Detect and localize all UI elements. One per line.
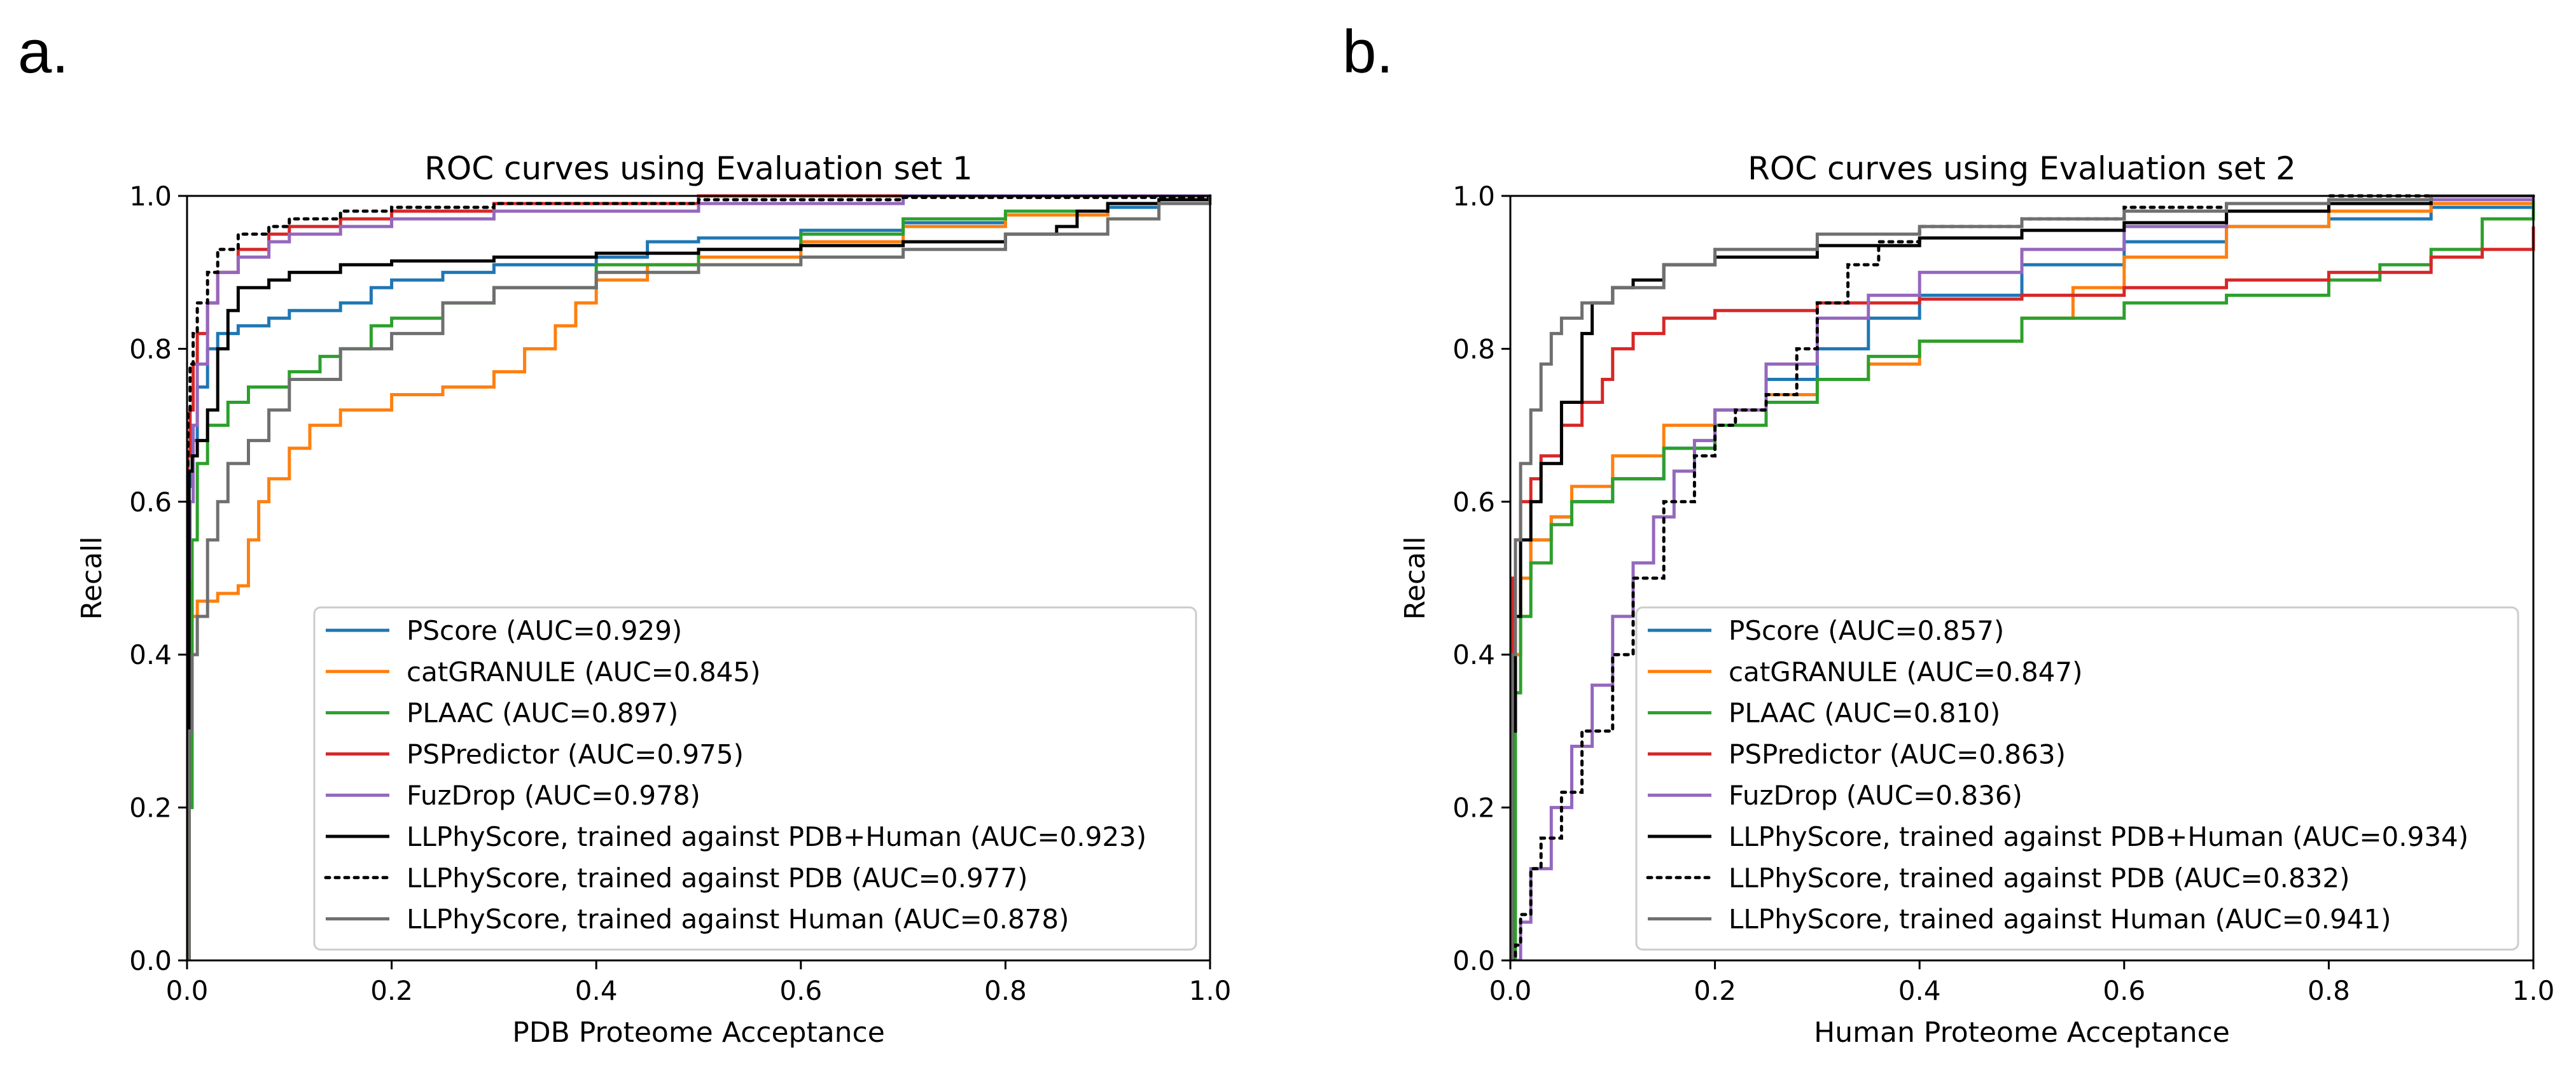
y-tick-label: 0.8 — [1452, 333, 1495, 364]
roc-curve-7 — [187, 194, 1212, 960]
panel-label-b: b. — [1342, 18, 1394, 86]
legend-entry-8: LLPhyScore, trained against Human (AUC=0… — [1729, 904, 2392, 935]
x-tick-label: 0.0 — [166, 975, 209, 1006]
curves-group — [1510, 194, 2535, 960]
y-axis-label: Recall — [1399, 536, 1431, 620]
legend-entry-6: LLPhyScore, trained against PDB+Human (A… — [407, 821, 1146, 852]
legend-entry-7: LLPhyScore, trained against PDB (AUC=0.8… — [1729, 862, 2350, 894]
panel-a-chart: ROC curves using Evaluation set 1 0.0 0.2 0… — [76, 150, 1231, 1049]
legend-box — [1635, 606, 2519, 951]
x-tick-label: 0.8 — [984, 975, 1027, 1006]
roc-curve-1 — [187, 196, 1212, 960]
panel-label-a: a. — [18, 18, 69, 86]
x-axis-label: PDB Proteome Acceptance — [512, 1016, 885, 1049]
y-tick-label: 1.0 — [129, 181, 172, 212]
x-tick-label: 1.0 — [2512, 975, 2555, 1006]
x-tick-label: 0.2 — [370, 975, 413, 1006]
x-tick-label: 0.4 — [575, 975, 618, 1006]
legend-entry-3: PLAAC (AUC=0.810) — [1729, 698, 2000, 729]
legend-entry-4: PSPredictor (AUC=0.863) — [1729, 738, 2066, 770]
chart-title: ROC curves using Evaluation set 1 — [424, 150, 973, 187]
x-tick-label: 0.6 — [2103, 975, 2145, 1006]
roc-curve-8 — [187, 196, 1212, 960]
legend-box — [313, 606, 1197, 951]
x-axis-label: Human Proteome Acceptance — [1814, 1016, 2230, 1049]
chart-title: ROC curves using Evaluation set 2 — [1748, 150, 2296, 187]
roc-curve-8 — [1510, 194, 2533, 960]
x-tick-label: 0.6 — [779, 975, 822, 1006]
legend-entry-3: PLAAC (AUC=0.897) — [407, 698, 678, 729]
axes-frame — [186, 195, 1211, 962]
x-tick-label: 0.4 — [1898, 975, 1941, 1006]
y-tick-label: 0.0 — [129, 945, 172, 976]
y-tick-label: 1.0 — [1452, 181, 1495, 212]
y-tick-label: 0.6 — [1452, 487, 1495, 518]
roc-curve-5 — [187, 194, 1210, 960]
curves-group — [187, 194, 1212, 960]
x-tick-label: 0.0 — [1489, 975, 1532, 1006]
legend-entry-5: FuzDrop (AUC=0.836) — [1729, 780, 2023, 811]
legend-entry-2: catGRANULE (AUC=0.847) — [1729, 656, 2083, 688]
roc-curve-3 — [1510, 196, 2535, 960]
y-tick-label: 0.2 — [1452, 793, 1495, 824]
legend-entry-1: PScore (AUC=0.929) — [407, 615, 682, 646]
y-tick-label: 0.2 — [129, 793, 172, 824]
panel-b-chart: ROC curves using Evaluation set 2 0.0 0.2 0… — [1399, 150, 2554, 1049]
roc-curve-3 — [187, 196, 1212, 960]
y-tick-label: 0.6 — [129, 487, 172, 518]
legend-entry-6: LLPhyScore, trained against PDB+Human (A… — [1729, 821, 2468, 852]
y-tick-label: 0.8 — [129, 333, 172, 364]
x-tick-label: 0.8 — [2308, 975, 2350, 1006]
x-tick-label: 0.2 — [1694, 975, 1736, 1006]
x-tick-label: 1.0 — [1189, 975, 1232, 1006]
y-tick-label: 0.4 — [1452, 639, 1495, 670]
roc-curve-6 — [187, 196, 1212, 960]
y-axis-label: Recall — [76, 536, 108, 620]
y-tick-label: 0.0 — [1452, 945, 1495, 976]
axes-frame — [1509, 195, 2535, 962]
roc-curve-6 — [1510, 194, 2533, 960]
legend: PScore (AUC=0.929) catGRANULE (AUC=0.845)… — [313, 606, 1197, 951]
legend-entry-5: FuzDrop (AUC=0.978) — [407, 780, 700, 811]
legend-entry-7: LLPhyScore, trained against PDB (AUC=0.9… — [407, 862, 1028, 894]
legend-entry-8: LLPhyScore, trained against Human (AUC=0… — [407, 904, 1069, 935]
y-tick-label: 0.4 — [129, 639, 172, 670]
legend: PScore (AUC=0.857) catGRANULE (AUC=0.847)… — [1635, 606, 2519, 951]
legend-entry-2: catGRANULE (AUC=0.845) — [407, 656, 761, 688]
legend-entry-4: PSPredictor (AUC=0.975) — [407, 738, 744, 770]
legend-entry-1: PScore (AUC=0.857) — [1729, 615, 2004, 646]
